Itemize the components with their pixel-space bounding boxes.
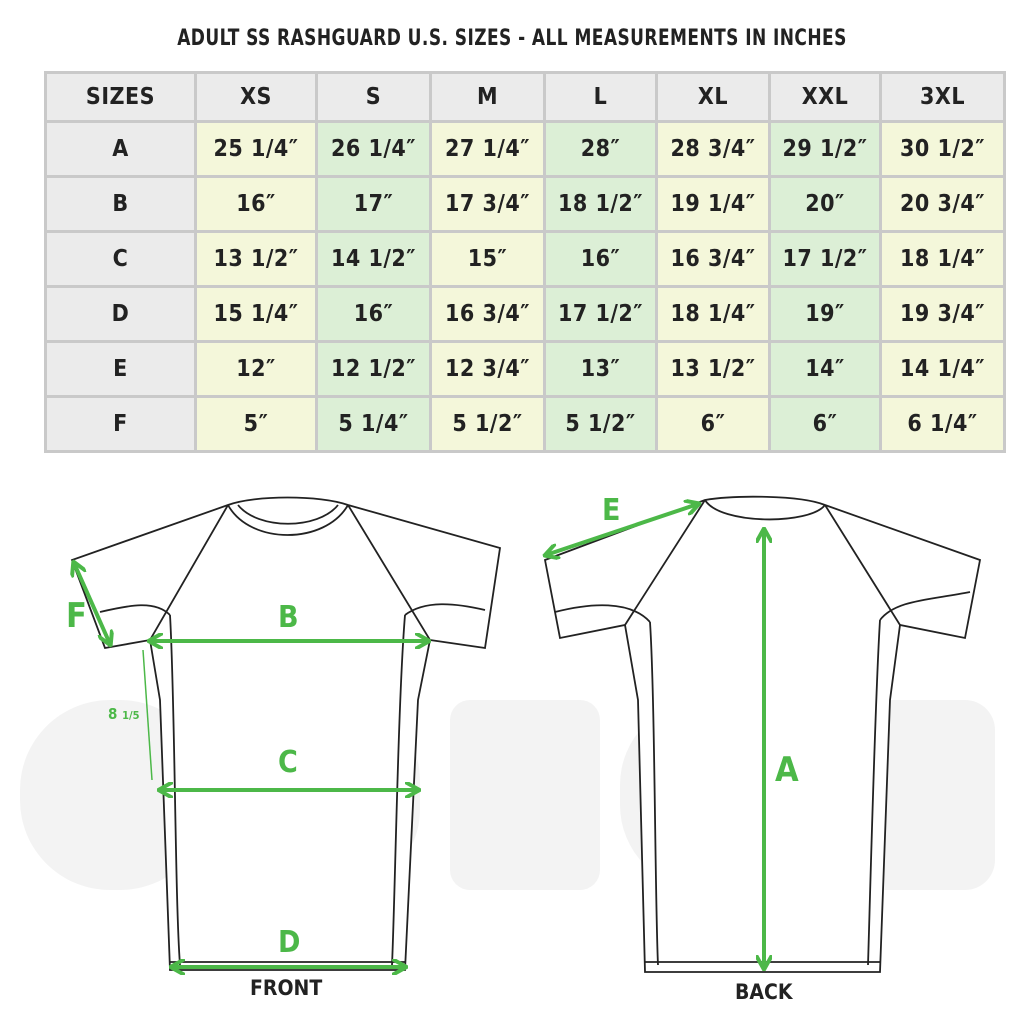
table-cell: 17 1/2″ bbox=[768, 230, 882, 288]
row-label: E bbox=[44, 340, 197, 398]
table-cell: 12″ bbox=[194, 340, 318, 398]
table-cell: 28″ bbox=[543, 120, 658, 178]
table-cell: 14 1/2″ bbox=[315, 230, 432, 288]
table-cell: 13″ bbox=[543, 340, 658, 398]
table-cell: 30 1/2″ bbox=[879, 120, 1006, 178]
table-row-e: E 12″ 12 1/2″ 12 3/4″ 13″ 13 1/2″ 14″ 14 1/4″ bbox=[44, 340, 1006, 398]
table-row-b: B 16″ 17″ 17 3/4″ 18 1/2″ 19 1/4″ 20″ 20 3/4″ bbox=[44, 175, 1006, 233]
table-cell: 15 1/4″ bbox=[194, 285, 318, 343]
front-label: FRONT bbox=[250, 976, 323, 1000]
table-cell: 12 3/4″ bbox=[429, 340, 546, 398]
table-cell: 13 1/2″ bbox=[194, 230, 318, 288]
row-label: D bbox=[44, 285, 197, 343]
row-label: B bbox=[44, 175, 197, 233]
table-cell: 27 1/4″ bbox=[429, 120, 546, 178]
table-cell: 20″ bbox=[768, 175, 882, 233]
table-cell: 16″ bbox=[315, 285, 432, 343]
table-cell: 18 1/4″ bbox=[879, 230, 1006, 288]
header-size-l: L bbox=[543, 71, 658, 123]
table-cell: 14 1/4″ bbox=[879, 340, 1006, 398]
label-e: E bbox=[602, 493, 621, 528]
label-d: D bbox=[278, 925, 301, 960]
table-cell: 6 1/4″ bbox=[879, 395, 1006, 453]
table-cell: 16″ bbox=[194, 175, 318, 233]
table-cell: 19 1/4″ bbox=[655, 175, 771, 233]
back-label: BACK bbox=[735, 980, 793, 1004]
table-row-d: D 15 1/4″ 16″ 16 3/4″ 17 1/2″ 18 1/4″ 19″ 19 3/… bbox=[44, 285, 1006, 343]
header-size-xxl: XXL bbox=[768, 71, 882, 123]
table-cell: 5″ bbox=[194, 395, 318, 453]
table-cell: 18 1/4″ bbox=[655, 285, 771, 343]
table-cell: 6″ bbox=[768, 395, 882, 453]
table-row-f: F 5″ 5 1/4″ 5 1/2″ 5 1/2″ 6″ 6″ 6 1/4″ bbox=[44, 395, 1006, 453]
row-label: F bbox=[44, 395, 197, 453]
table-cell: 26 1/4″ bbox=[315, 120, 432, 178]
table-row-a: A 25 1/4″ 26 1/4″ 27 1/4″ 28″ 28 3/4″ 29 1/2″ 3… bbox=[44, 120, 1006, 178]
table-cell: 5 1/4″ bbox=[315, 395, 432, 453]
side-measure-line bbox=[142, 649, 153, 781]
table-cell: 17 1/2″ bbox=[543, 285, 658, 343]
label-f: F bbox=[66, 596, 87, 636]
measurement-arrows bbox=[74, 504, 764, 968]
table-cell: 29 1/2″ bbox=[768, 120, 882, 178]
table-cell: 19 3/4″ bbox=[879, 285, 1006, 343]
side-measure-main: 8 bbox=[108, 705, 118, 723]
table-cell: 5 1/2″ bbox=[543, 395, 658, 453]
table-cell: 16″ bbox=[543, 230, 658, 288]
header-size-xs: XS bbox=[194, 71, 318, 123]
side-measure-fraction: 1/5 bbox=[122, 709, 140, 722]
label-a: A bbox=[775, 750, 799, 790]
chart-title: ADULT SS RASHGUARD U.S. SIZES - ALL MEAS… bbox=[177, 26, 847, 51]
arrow-e bbox=[546, 504, 698, 555]
table-row-c: C 13 1/2″ 14 1/2″ 15″ 16″ 16 3/4″ 17 1/2″ 18 1/… bbox=[44, 230, 1006, 288]
header-size-m: M bbox=[429, 71, 546, 123]
row-label: A bbox=[44, 120, 197, 178]
row-label: C bbox=[44, 230, 197, 288]
table-cell: 25 1/4″ bbox=[194, 120, 318, 178]
header-corner: SIZES bbox=[44, 71, 197, 123]
table-cell: 18 1/2″ bbox=[543, 175, 658, 233]
table-cell: 28 3/4″ bbox=[655, 120, 771, 178]
table-cell: 17 3/4″ bbox=[429, 175, 546, 233]
table-cell: 13 1/2″ bbox=[655, 340, 771, 398]
side-measure-label: 8 1/5 bbox=[108, 705, 139, 723]
size-table: SIZES XS S M L XL XXL 3XL A 25 1/4″ 26 1/4″ 27 1/4… bbox=[44, 71, 1006, 453]
size-header-row: SIZES XS S M L XL XXL 3XL bbox=[44, 71, 1006, 123]
table-cell: 16 3/4″ bbox=[655, 230, 771, 288]
table-cell: 6″ bbox=[655, 395, 771, 453]
table-cell: 12 1/2″ bbox=[315, 340, 432, 398]
label-b: B bbox=[278, 600, 299, 635]
table-cell: 5 1/2″ bbox=[429, 395, 546, 453]
table-cell: 20 3/4″ bbox=[879, 175, 1006, 233]
table-cell: 17″ bbox=[315, 175, 432, 233]
header-size-3xl: 3XL bbox=[879, 71, 1006, 123]
label-c: C bbox=[278, 745, 298, 780]
header-size-s: S bbox=[315, 71, 432, 123]
table-cell: 15″ bbox=[429, 230, 546, 288]
table-cell: 14″ bbox=[768, 340, 882, 398]
table-cell: 19″ bbox=[768, 285, 882, 343]
header-size-xl: XL bbox=[655, 71, 771, 123]
table-cell: 16 3/4″ bbox=[429, 285, 546, 343]
arrow-f bbox=[74, 563, 110, 644]
